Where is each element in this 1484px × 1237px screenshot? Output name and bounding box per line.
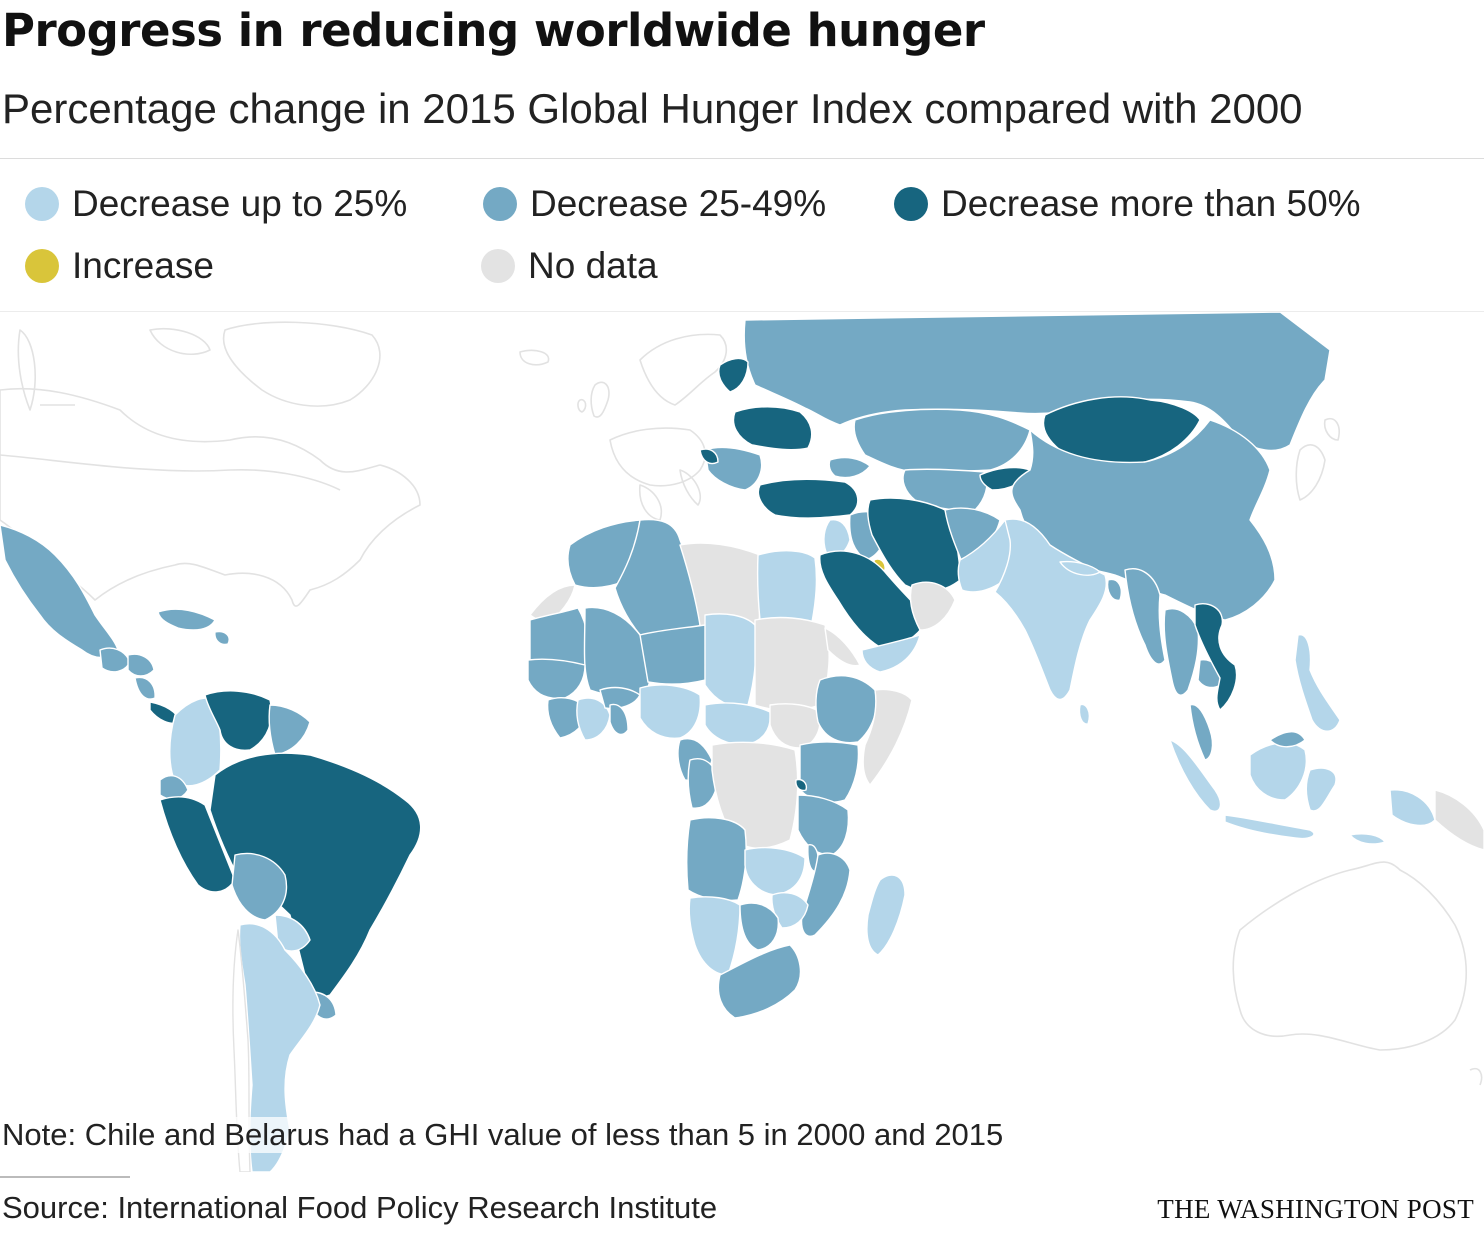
country-turkey [757, 478, 859, 519]
legend-item-decrease-over-50: Decrease more than 50% [894, 183, 1361, 225]
country-botswana [739, 902, 779, 951]
country-chad [704, 613, 757, 707]
country-nigeria [639, 684, 702, 739]
country-bosnia [699, 448, 719, 465]
country-borneo [1249, 742, 1307, 801]
country-egypt [756, 550, 818, 627]
legend-label: No data [528, 245, 658, 286]
country-mexico [0, 524, 119, 659]
country-png [1434, 789, 1484, 851]
footnote: Note: Chile and Belarus had a GHI value … [2, 1117, 1004, 1153]
legend-item-increase: Increase [25, 245, 214, 287]
country-oman [909, 581, 956, 631]
legend-divider [0, 311, 1484, 312]
country-south-africa [717, 944, 802, 1019]
country-nepal [1059, 560, 1101, 576]
legend-swatch-mid-blue [483, 187, 517, 221]
legend-swatch-gray [481, 249, 515, 283]
country-somalia [862, 688, 913, 786]
world-map [0, 312, 1484, 1172]
country-baltics [718, 357, 749, 393]
country-namibia [688, 896, 741, 976]
country-cuba [157, 608, 216, 631]
country-kazakhstan [853, 408, 1031, 473]
country-tanzania [797, 794, 850, 856]
country-philippines [1294, 634, 1341, 732]
country-car [704, 702, 771, 746]
country-niger [639, 624, 711, 685]
country-nicaragua [134, 676, 156, 700]
credit-logo: THE WASHINGTON POST [1157, 1194, 1474, 1224]
country-java [1224, 814, 1315, 840]
legend-label: Decrease more than 50% [941, 183, 1361, 224]
country-eritrea [824, 627, 861, 667]
footnote-divider [0, 1176, 130, 1178]
ranked-countries [0, 312, 1484, 1172]
legend-item-decrease-25-49: Decrease 25-49% [483, 183, 826, 225]
legend-swatch-light-blue [25, 187, 59, 221]
country-myanmar [1124, 568, 1166, 665]
country-caucasus [828, 456, 871, 479]
country-bolivia [231, 852, 288, 921]
country-jordan [823, 518, 851, 557]
country-venezuela [204, 690, 273, 752]
country-chile [232, 929, 251, 1172]
country-sumatra [1169, 739, 1222, 812]
country-madagascar [866, 874, 906, 956]
country-yemen [861, 634, 921, 673]
country-malaysia-borneo [1269, 731, 1306, 748]
country-guatemala [99, 647, 131, 673]
country-mozambique [800, 852, 851, 937]
header-divider [0, 158, 1484, 159]
country-new-guinea [1389, 789, 1436, 827]
country-timor [1349, 833, 1386, 845]
country-malaysia [1189, 703, 1214, 761]
country-gabon-congo [687, 758, 719, 809]
country-rwanda [795, 778, 808, 792]
legend-label: Increase [72, 245, 214, 286]
country-russia [743, 312, 1331, 452]
country-south-sudan [769, 703, 822, 749]
legend-swatch-dark-blue [894, 187, 928, 221]
unranked-countries-outline [0, 321, 1483, 1086]
legend-item-no-data: No data [481, 245, 658, 287]
country-angola [685, 817, 747, 902]
legend-label: Decrease up to 25% [72, 183, 408, 224]
country-uganda-kenya [799, 741, 860, 803]
legend-swatch-yellow [25, 249, 59, 283]
page-subtitle: Percentage change in 2015 Global Hunger … [2, 85, 1303, 132]
country-ukraine [732, 406, 813, 451]
legend-label: Decrease 25-49% [530, 183, 827, 224]
country-ghana [609, 703, 629, 736]
source-line: Source: International Food Policy Resear… [2, 1190, 718, 1225]
country-sri-lanka [1078, 703, 1090, 725]
country-zambia [744, 846, 806, 896]
country-thailand [1163, 608, 1200, 696]
country-guyana [268, 704, 311, 756]
country-honduras [127, 653, 155, 677]
legend-item-decrease-up-to-25: Decrease up to 25% [25, 183, 407, 225]
country-balkans [704, 446, 763, 491]
country-ivory-coast [576, 697, 611, 741]
country-ethiopia [815, 674, 878, 744]
country-haiti [214, 630, 230, 646]
country-vietnam [1194, 603, 1238, 711]
country-senegal [527, 658, 586, 700]
country-sulawesi [1305, 767, 1337, 812]
country-bangladesh [1106, 578, 1122, 601]
country-china [1011, 419, 1276, 621]
page-title: Progress in reducing worldwide hunger [2, 4, 985, 57]
